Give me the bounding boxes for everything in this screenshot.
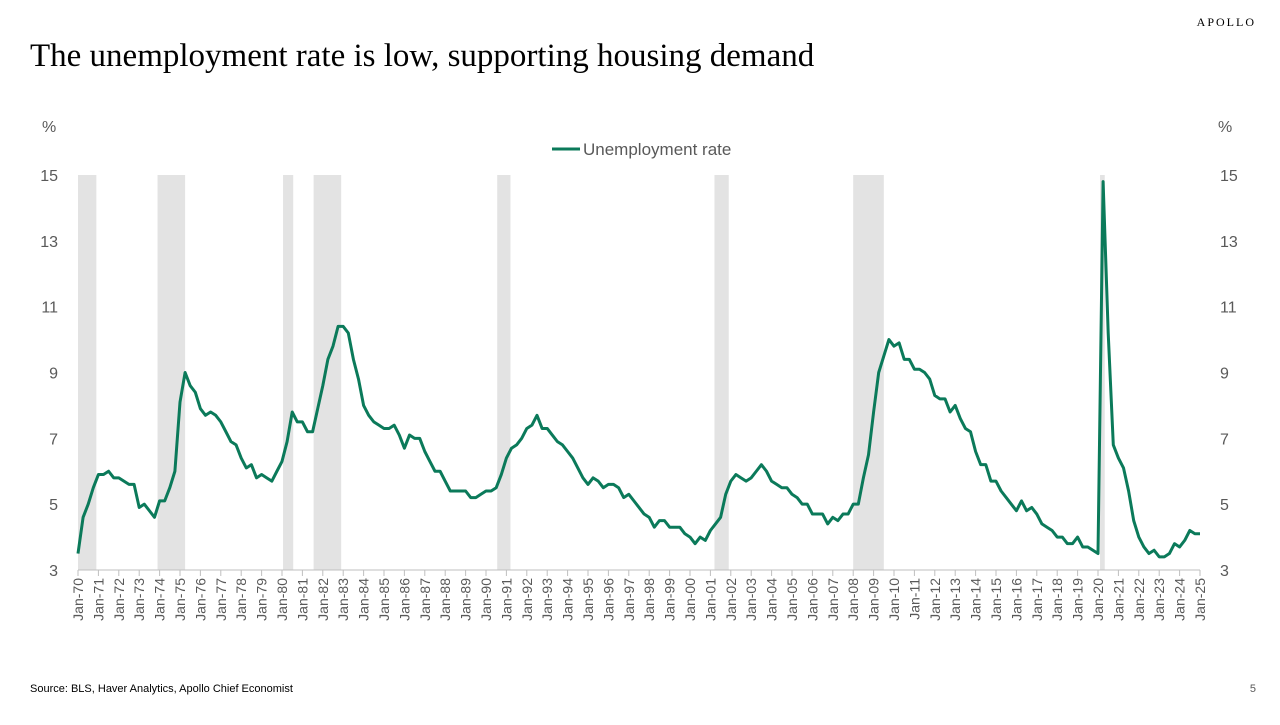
series-line bbox=[76, 180, 1200, 559]
x-tick-label: Jan-05 bbox=[784, 578, 800, 621]
x-tick-label: Jan-03 bbox=[743, 578, 759, 621]
x-tick-label: Jan-88 bbox=[437, 578, 453, 621]
y-tick-label: 9 bbox=[49, 366, 58, 383]
page-number: 5 bbox=[1250, 683, 1256, 695]
x-tick-label: Jan-78 bbox=[233, 578, 249, 621]
x-tick-label: Jan-79 bbox=[254, 578, 270, 621]
x-tick-label: Jan-93 bbox=[539, 578, 555, 621]
x-tick-label: Jan-10 bbox=[886, 578, 902, 621]
x-tick-label: Jan-92 bbox=[519, 578, 535, 621]
x-tick-label: Jan-94 bbox=[560, 578, 576, 621]
x-tick-label: Jan-15 bbox=[988, 578, 1004, 621]
x-tick-label: Jan-07 bbox=[825, 578, 841, 621]
x-tick-label: Jan-22 bbox=[1131, 578, 1147, 621]
x-tick-label: Jan-09 bbox=[866, 578, 882, 621]
recession-band bbox=[78, 175, 97, 570]
x-tick-label: Jan-06 bbox=[804, 578, 820, 621]
y-tick-label: 3 bbox=[49, 563, 58, 580]
x-tick-label: Jan-00 bbox=[682, 578, 698, 621]
y2-tick-label: 5 bbox=[1220, 497, 1229, 514]
y-tick-label: 13 bbox=[40, 234, 58, 251]
x-tick-label: Jan-90 bbox=[478, 578, 494, 621]
y2-axis-label: % bbox=[1218, 119, 1232, 136]
x-tick-label: Jan-02 bbox=[723, 578, 739, 621]
source: Source: BLS, Haver Analytics, Apollo Chi… bbox=[30, 683, 293, 695]
x-tick-label: Jan-25 bbox=[1192, 578, 1208, 621]
x-tick-label: Jan-17 bbox=[1029, 578, 1045, 621]
x-tick-label: Jan-74 bbox=[152, 578, 168, 621]
x-tick-label: Jan-73 bbox=[131, 578, 147, 621]
x-tick-label: Jan-76 bbox=[192, 578, 208, 621]
y2-tick-label: 9 bbox=[1220, 366, 1229, 383]
x-tick-label: Jan-95 bbox=[580, 578, 596, 621]
recession-band bbox=[313, 175, 342, 570]
x-tick-label: Jan-19 bbox=[1070, 578, 1086, 621]
x-tick-label: Jan-23 bbox=[1151, 578, 1167, 621]
chart-title: The unemployment rate is low, supporting… bbox=[30, 38, 815, 74]
x-tick-label: Jan-75 bbox=[172, 578, 188, 621]
x-tick-label: Jan-14 bbox=[968, 578, 984, 621]
x-tick-label: Jan-11 bbox=[906, 578, 922, 620]
y-tick-label: 15 bbox=[40, 168, 58, 185]
x-tick-label: Jan-01 bbox=[702, 578, 718, 621]
y-tick-label: 11 bbox=[41, 300, 58, 317]
x-tick-label: Jan-24 bbox=[1172, 578, 1188, 621]
x-tick-label: Jan-16 bbox=[1008, 578, 1024, 621]
recession-band bbox=[1100, 175, 1105, 570]
x-tick-label: Jan-20 bbox=[1090, 578, 1106, 621]
x-tick-label: Jan-83 bbox=[335, 578, 351, 621]
x-tick-label: Jan-04 bbox=[764, 578, 780, 621]
x-tick-label: Jan-13 bbox=[947, 578, 963, 621]
y-axis-label: % bbox=[42, 119, 56, 136]
recession-band bbox=[497, 175, 511, 570]
x-tick-label: Jan-08 bbox=[845, 578, 861, 621]
recession-band bbox=[283, 175, 294, 570]
x-tick-label: Jan-71 bbox=[90, 578, 106, 621]
x-tick-label: Jan-80 bbox=[274, 578, 290, 621]
y-tick-label: 5 bbox=[49, 497, 58, 514]
x-tick-label: Jan-86 bbox=[396, 578, 412, 621]
x-tick-label: Jan-82 bbox=[315, 578, 331, 621]
x-tick-label: Jan-12 bbox=[927, 578, 943, 621]
x-tick-label: Jan-72 bbox=[111, 578, 127, 621]
y2-tick-label: 13 bbox=[1220, 234, 1238, 251]
x-tick-label: Jan-85 bbox=[376, 578, 392, 621]
x-tick-label: Jan-89 bbox=[458, 578, 474, 621]
y2-tick-label: 7 bbox=[1220, 431, 1229, 448]
y2-tick-label: 11 bbox=[1220, 300, 1237, 317]
y2-tick-label: 15 bbox=[1220, 168, 1238, 185]
x-tick-label: Jan-18 bbox=[1049, 578, 1065, 621]
x-tick-label: Jan-84 bbox=[356, 578, 372, 621]
x-tick-label: Jan-87 bbox=[417, 578, 433, 621]
x-tick-label: Jan-70 bbox=[70, 578, 86, 621]
x-tick-label: Jan-81 bbox=[294, 578, 310, 621]
x-tick-label: Jan-77 bbox=[213, 578, 229, 621]
legend-label: Unemployment rate bbox=[583, 140, 731, 159]
recession-band bbox=[714, 175, 729, 570]
x-tick-label: Jan-96 bbox=[600, 578, 616, 621]
x-tick-label: Jan-21 bbox=[1110, 578, 1126, 621]
x-tick-label: Jan-97 bbox=[621, 578, 637, 621]
y-tick-label: 7 bbox=[49, 431, 58, 448]
y2-tick-label: 3 bbox=[1220, 563, 1229, 580]
x-tick-label: Jan-91 bbox=[498, 578, 514, 621]
recession-band bbox=[157, 175, 186, 570]
x-tick-label: Jan-99 bbox=[662, 578, 678, 621]
brand: APOLLO bbox=[1197, 15, 1256, 29]
x-tick-label: Jan-98 bbox=[641, 578, 657, 621]
